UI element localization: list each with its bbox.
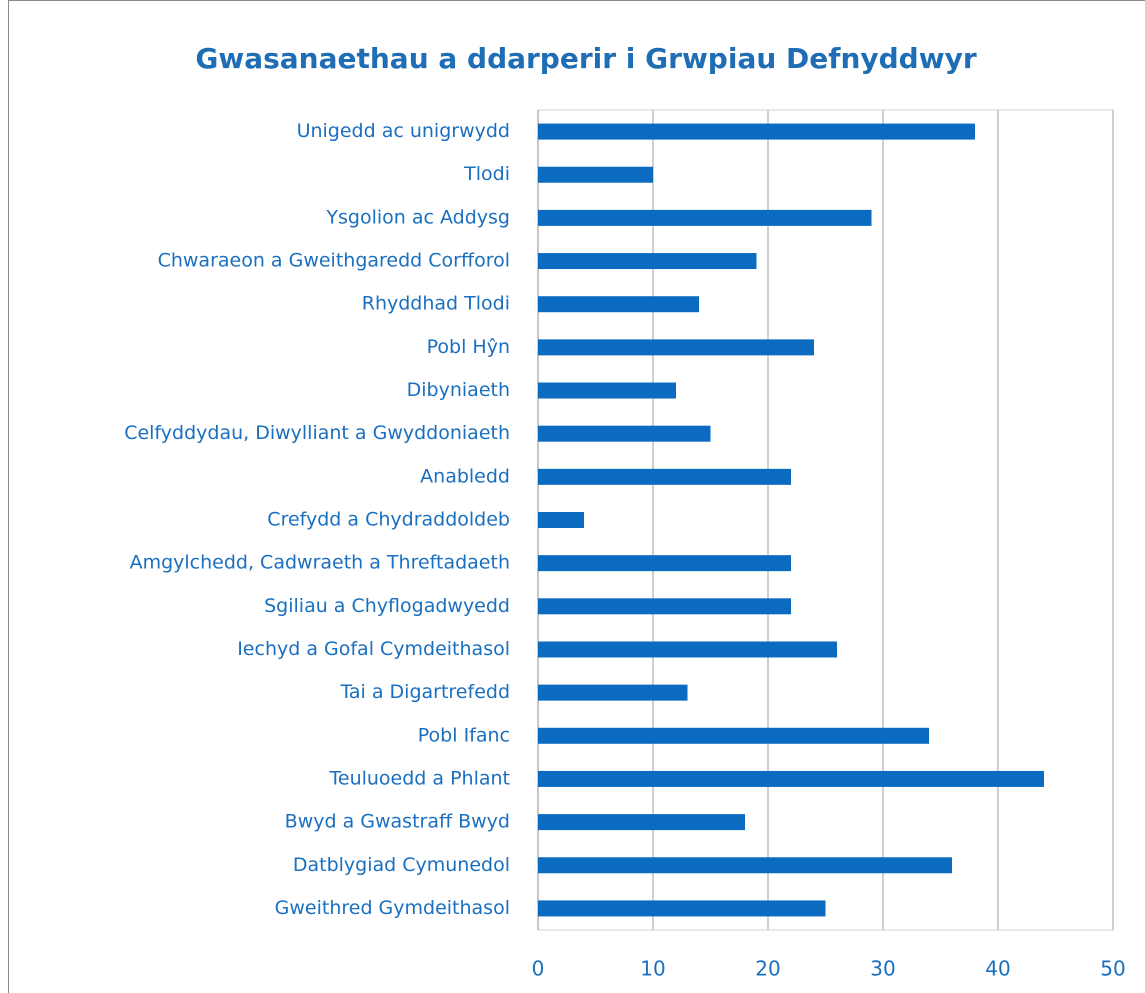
bar: [538, 555, 791, 572]
x-tick-label: 20: [755, 957, 780, 981]
y-tick-label: Teuluoedd a Phlant: [329, 767, 511, 789]
y-tick-label: Gweithred Gymdeithasol: [275, 897, 510, 919]
x-tick-label: 50: [1100, 957, 1125, 981]
y-tick-label: Sgiliau a Chyflogadwyedd: [264, 595, 510, 617]
bar: [538, 598, 791, 615]
bar: [538, 253, 757, 270]
bar: [538, 209, 872, 226]
bar: [538, 900, 826, 917]
y-tick-label: Dibyniaeth: [407, 379, 510, 401]
y-tick-label: Celfyddydau, Diwylliant a Gwyddoniaeth: [124, 422, 510, 444]
y-tick-label: Chwaraeon a Gweithgaredd Corfforol: [158, 250, 510, 272]
bar: [538, 123, 975, 140]
y-tick-label: Iechyd a Gofal Cymdeithasol: [237, 638, 510, 660]
bar: [538, 382, 676, 399]
x-tick-label: 30: [870, 957, 895, 981]
y-tick-label: Anabledd: [420, 465, 510, 487]
y-tick-label: Datblygiad Cymunedol: [293, 854, 510, 876]
y-tick-label: Ysgolion ac Addysg: [325, 206, 510, 228]
bar: [538, 296, 699, 313]
x-tick-label: 10: [640, 957, 665, 981]
bar: [538, 641, 837, 658]
y-tick-label: Pobl Hŷn: [427, 336, 510, 358]
y-tick-label: Amgylchedd, Cadwraeth a Threftadaeth: [130, 552, 510, 574]
chart-title: Gwasanaethau a ddarperir i Grwpiau Defny…: [195, 42, 976, 75]
y-tick-label: Unigedd ac unigrwydd: [297, 120, 510, 142]
y-tick-label: Tlodi: [463, 163, 510, 185]
y-tick-label: Pobl Ifanc: [418, 724, 510, 746]
bar: [538, 339, 814, 356]
bar: [538, 684, 688, 701]
x-tick-label: 0: [532, 957, 545, 981]
chart-border: [8, 0, 1145, 993]
bar: [538, 425, 711, 442]
bar: [538, 814, 745, 831]
y-tick-label: Rhyddhad Tlodi: [362, 293, 510, 315]
bar: [538, 468, 791, 485]
bar: [538, 727, 929, 744]
bar: [538, 857, 952, 874]
x-tick-label: 40: [985, 957, 1010, 981]
bar: [538, 770, 1044, 787]
y-tick-label: Crefydd a Chydraddoldeb: [267, 509, 510, 531]
bar: [538, 512, 584, 528]
bar: [538, 166, 653, 183]
y-tick-label: Tai a Digartrefedd: [339, 681, 510, 703]
y-tick-label: Bwyd a Gwastraff Bwyd: [285, 811, 510, 833]
